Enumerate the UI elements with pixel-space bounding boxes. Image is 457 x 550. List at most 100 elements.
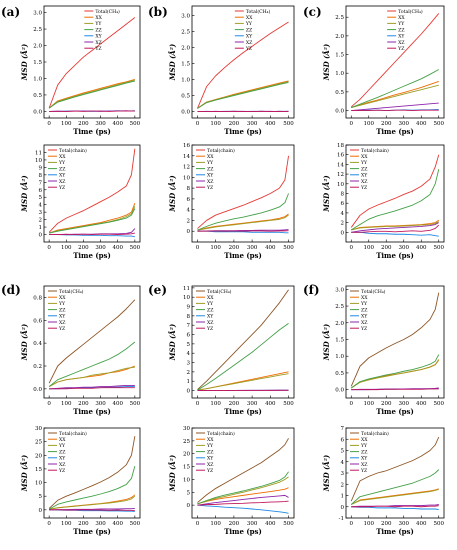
x-tick-label: 500 <box>130 401 141 407</box>
series-line-xz <box>49 508 135 511</box>
legend-label: ZZ <box>59 307 66 313</box>
legend-label: ZZ <box>59 449 66 455</box>
x-tick-label: 300 <box>399 121 410 127</box>
legend-label: XX <box>361 437 368 443</box>
x-tick-label: 100 <box>364 401 375 407</box>
legend-label: XZ <box>59 462 66 468</box>
x-tick-label: 400 <box>416 521 427 527</box>
legend-label: XY <box>59 173 66 179</box>
legend-label: XX <box>246 15 253 21</box>
x-tick-label: 0 <box>350 401 354 407</box>
chart-c-top: 0 100 200 300 400 500 0.0 0.5 1.0 1.5 2.0 2.5 Time (… <box>322 5 444 136</box>
x-tick-label: 100 <box>61 401 72 407</box>
y-tick-label: 3.0 <box>181 14 190 20</box>
legend-label: ZZ <box>207 166 214 172</box>
series-line-zz <box>48 466 136 510</box>
legend-label: YY <box>206 160 214 166</box>
series-group <box>350 436 440 511</box>
series-line-xz <box>351 102 439 111</box>
x-axis-label: Time (ps) <box>73 407 111 416</box>
series-group <box>197 289 289 391</box>
y-tick-label: 2.5 <box>181 30 190 36</box>
legend-label: XZ <box>207 179 214 185</box>
legend-label: XX <box>398 15 405 21</box>
x-tick-label: 0 <box>196 245 200 251</box>
y-tick-label: 8 <box>187 186 191 192</box>
chart-panels: 0 100 200 300 400 5000.00.51.01.52.02.53.0Tim… <box>20 5 445 536</box>
y-tick-label: 14 <box>337 162 344 168</box>
y-tick-label: 1.0 <box>33 76 42 82</box>
y-tick-label: 6 <box>341 437 345 443</box>
x-tick-label: 300 <box>399 401 410 407</box>
legend-label: YZ <box>206 326 214 332</box>
y-tick-label: 0.0 <box>33 387 42 393</box>
x-tick-label: 200 <box>78 521 89 527</box>
y-tick-label: 2.5 <box>33 27 42 33</box>
y-axis-label: MSD (Å²) <box>20 455 29 492</box>
series-line-yz <box>49 232 135 235</box>
y-tick-label: 6 <box>39 188 43 194</box>
x-tick-label: 400 <box>265 121 276 127</box>
x-tick-label: 300 <box>247 245 258 251</box>
y-axis-label: MSD (Å²) <box>322 324 331 361</box>
plot-frame <box>43 285 141 399</box>
series-line-zz <box>48 341 136 387</box>
x-tick-label: 200 <box>381 401 392 407</box>
x-axis-label: Time (ps) <box>73 127 111 136</box>
y-tick-label: 12 <box>337 172 344 178</box>
series-line-yy <box>48 79 135 109</box>
y-tick-label: 0 <box>341 230 345 236</box>
series-line-total-ch- <box>350 292 440 387</box>
x-tick-label: 400 <box>416 121 427 127</box>
x-tick-label: 200 <box>78 121 89 127</box>
series-line-yy <box>197 214 289 231</box>
legend-label: ZZ <box>398 27 405 33</box>
chart-d-bottom: 0 100 200 300 400 500 0 5 10 15 20 25 30 Time (ps) MSD… <box>20 426 141 536</box>
series-group <box>350 292 440 391</box>
series-line-total-ch- <box>48 299 136 384</box>
y-tick-label: 4 <box>341 460 345 466</box>
legend-label: XZ <box>95 40 102 46</box>
series-line-zz <box>350 469 440 505</box>
legend-label: XZ <box>361 320 368 326</box>
x-axis-label: Time (ps) <box>376 251 414 260</box>
series-line-yy <box>48 366 135 387</box>
plot-frame <box>345 285 445 399</box>
y-tick-label: 0.5 <box>33 93 42 99</box>
y-tick-label: 0 <box>341 505 345 511</box>
series-line-xz <box>49 384 135 390</box>
y-axis-label: MSD (Å²) <box>168 455 177 492</box>
legend-label: ZZ <box>361 449 368 455</box>
y-axis-label: MSD (Å²) <box>168 324 177 361</box>
x-tick-label: 100 <box>210 521 221 527</box>
legend-label: XX <box>361 154 368 160</box>
series-group <box>48 436 136 512</box>
x-tick-label: 400 <box>416 245 427 251</box>
series-line-total-chain- <box>350 436 440 502</box>
series-line-yz <box>351 388 439 391</box>
x-axis-label: Time (ps) <box>224 407 262 416</box>
series-line-total-chain- <box>197 155 289 229</box>
y-tick-label: 8 <box>341 192 345 198</box>
y-tick-label: 0 <box>187 389 191 395</box>
y-tick-label: 2.5 <box>335 304 344 310</box>
series-group <box>48 148 136 238</box>
series-line-zz <box>197 193 289 231</box>
series-line-xx <box>351 359 440 389</box>
x-tick-label: 300 <box>247 521 258 527</box>
legend-label: XY <box>59 314 66 320</box>
y-tick-label: 2 <box>341 221 345 227</box>
series-line-yy <box>351 488 439 505</box>
y-tick-label: 7 <box>39 180 43 186</box>
y-tick-label: 0.5 <box>335 90 344 96</box>
x-tick-label: 300 <box>399 245 410 251</box>
x-tick-label: 0 <box>196 121 200 127</box>
series-line-total-chain- <box>197 438 289 503</box>
legend-label: YZ <box>360 185 368 191</box>
x-axis-label: Time (ps) <box>73 251 111 260</box>
